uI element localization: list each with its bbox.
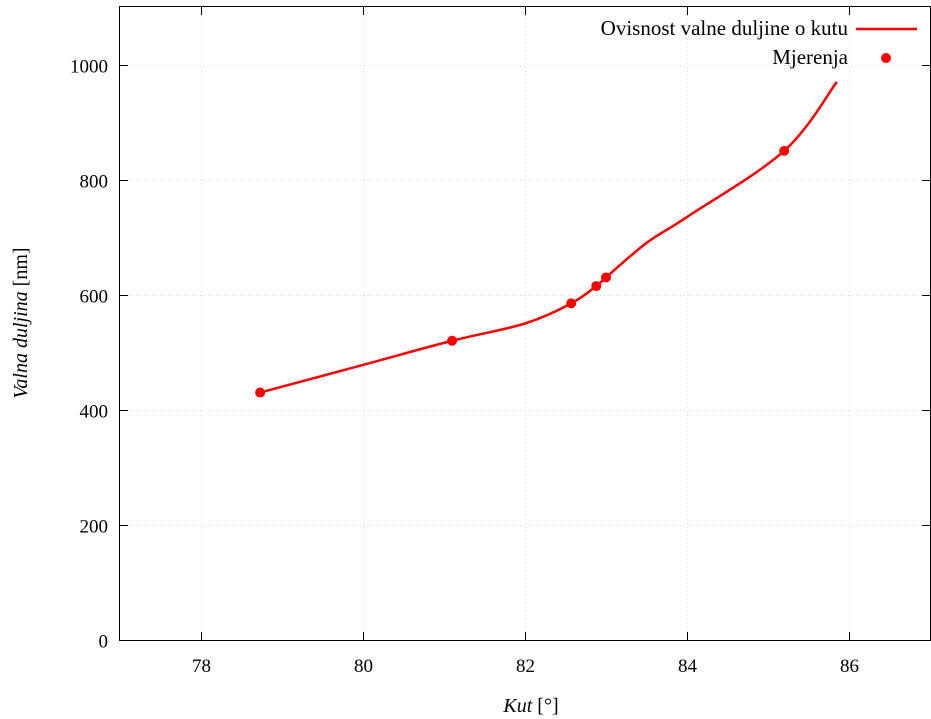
y-tick-label: 1000 — [70, 57, 108, 78]
legend-label-points: Mjerenja — [772, 45, 848, 69]
data-point — [566, 298, 577, 309]
y-tick-label: 800 — [80, 172, 109, 193]
y-axis-title: Valna duljina [nm] — [10, 247, 32, 398]
x-tick-label: 80 — [354, 656, 373, 677]
y-tick-label: 0 — [99, 632, 109, 653]
series — [255, 81, 838, 398]
data-point — [601, 272, 611, 283]
legend-label-line: Ovisnost valne duljine o kutu — [601, 16, 849, 40]
x-tick-label: 86 — [840, 656, 859, 677]
legend-point-swatch — [881, 53, 891, 63]
tick-labels: 78 80 82 84 86 0 200 400 600 800 1000 — [70, 57, 859, 678]
x-axis-unit: [°] — [537, 695, 558, 717]
legend: Ovisnost valne duljine o kutu Mjerenja — [601, 16, 917, 69]
data-point — [591, 281, 602, 292]
y-tick-label: 200 — [80, 517, 109, 538]
data-point — [255, 387, 266, 398]
y-axis-unit: [nm] — [10, 247, 32, 286]
y-tick-label: 400 — [80, 402, 109, 423]
x-tick-label: 78 — [192, 656, 211, 677]
series-line — [259, 81, 838, 394]
data-point — [447, 335, 458, 346]
y-tick-label: 600 — [80, 287, 109, 308]
x-tick-label: 84 — [678, 656, 698, 677]
x-axis-label: Kut — [502, 695, 532, 717]
y-axis-label: Valna duljina — [10, 291, 32, 398]
data-point — [779, 145, 790, 156]
x-axis-title: Kut [°] — [502, 695, 558, 717]
x-tick-label: 82 — [516, 656, 535, 677]
